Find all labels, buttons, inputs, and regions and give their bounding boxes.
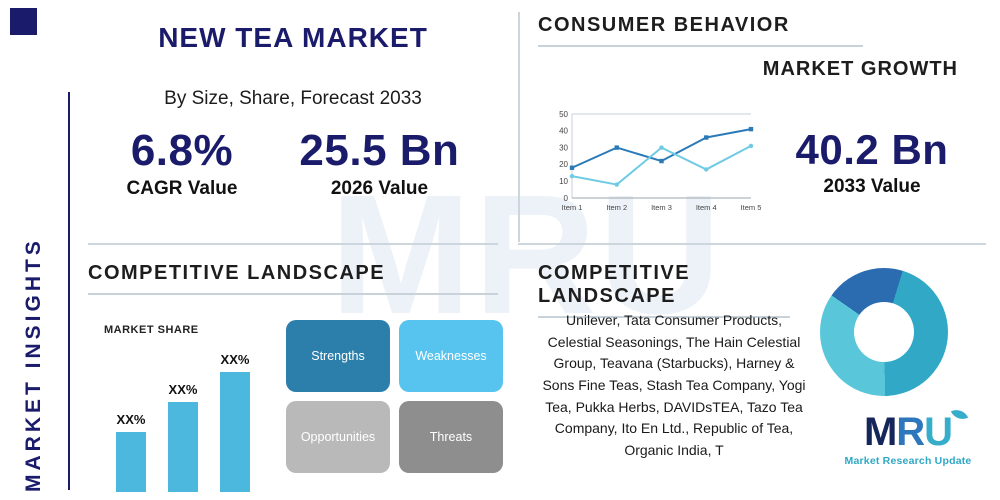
competitive-landscape-swot-section: COMPETITIVE LANDSCAPE MARKET SHARE XX% XX… <box>88 262 503 492</box>
logo-letter-u: U <box>924 410 953 454</box>
x-tick-label: Item 5 <box>741 203 761 212</box>
top-vertical-divider <box>518 12 520 242</box>
bar <box>116 432 146 492</box>
data-point <box>659 158 664 164</box>
companies-list: Unilever, Tata Consumer Products, Celest… <box>542 312 806 459</box>
y-tick-label: 0 <box>564 194 569 203</box>
value-2033-stat: 40.2 Bn 2033 Value <box>788 126 956 198</box>
bar-group: XX% <box>220 352 250 492</box>
y-tick-label: 10 <box>559 177 568 186</box>
competitive-landscape-left-heading: COMPETITIVE LANDSCAPE <box>88 262 498 295</box>
data-point <box>569 173 575 179</box>
competitive-landscape-right-heading: COMPETITIVE LANDSCAPE <box>538 262 790 318</box>
mru-logo: MRU Market Research Update <box>838 405 978 467</box>
left-horizontal-divider <box>88 243 498 245</box>
corner-square <box>10 8 37 35</box>
bar-value-label: XX% <box>220 352 250 367</box>
bar <box>220 372 250 492</box>
y-tick-label: 50 <box>559 110 568 119</box>
mru-logo-letters: MRU <box>863 405 969 454</box>
vertical-title: MARKET INSIGHTS <box>22 237 45 492</box>
y-tick-label: 20 <box>559 160 568 169</box>
data-point <box>659 145 664 150</box>
x-tick-label: Item 3 <box>651 203 672 212</box>
cagr-label: CAGR Value <box>126 178 238 199</box>
value-2026-stat: 25.5 Bn 2026 Value <box>299 126 459 200</box>
data-point <box>614 145 619 150</box>
right-horizontal-divider <box>518 243 986 245</box>
consumer-behavior-heading: CONSUMER BEHAVIOR <box>538 14 863 47</box>
y-tick-label: 30 <box>559 143 568 152</box>
x-tick-label: Item 2 <box>606 203 627 212</box>
consumer-behavior-section: CONSUMER BEHAVIOR MARKET GROWTH 0 10 20 30 4… <box>538 14 958 239</box>
bar-group: XX% <box>116 412 146 492</box>
logo-letter-r: R <box>896 410 925 454</box>
subtitle: By Size, Share, Forecast 2033 <box>164 88 422 109</box>
bar-value-label: XX% <box>168 382 198 397</box>
left-rail-divider <box>68 92 70 490</box>
series-line <box>571 144 752 186</box>
data-point <box>748 143 754 149</box>
swot-weaknesses: Weaknesses <box>399 320 503 392</box>
market-share-label: MARKET SHARE <box>104 324 199 336</box>
data-point <box>704 135 709 140</box>
donut-hole <box>854 302 914 362</box>
value-2026-label: 2026 Value <box>330 178 429 199</box>
page-title: NEW TEA MARKET <box>158 22 428 53</box>
bar <box>168 402 198 492</box>
cagr-value: 6.8% <box>130 126 234 175</box>
data-point <box>569 165 575 170</box>
x-tick-label: Item 1 <box>562 203 583 212</box>
leaf-icon <box>950 405 969 424</box>
swot-strengths: Strengths <box>286 320 390 392</box>
data-point <box>748 126 754 132</box>
swot-threats: Threats <box>399 401 503 473</box>
competitive-landscape-companies-section: COMPETITIVE LANDSCAPE Unilever, Tata Con… <box>538 262 988 490</box>
value-2026: 25.5 Bn <box>299 126 460 175</box>
swot-grid: Strengths Weaknesses Opportunities Threa… <box>286 320 503 473</box>
donut-chart <box>820 268 948 396</box>
key-stats: 6.8% CAGR Value 25.5 Bn 2026 Value <box>88 126 498 200</box>
bar-chart: XX% XX% XX% <box>98 342 268 492</box>
value-2033: 40.2 Bn <box>795 126 949 173</box>
market-overview-section: NEW TEA MARKET By Size, Share, Forecast … <box>88 14 498 200</box>
market-growth-heading: MARKET GROWTH <box>762 58 958 80</box>
x-tick-label: Item 4 <box>696 203 717 212</box>
data-point <box>614 182 619 187</box>
y-tick-label: 40 <box>559 127 568 136</box>
logo-letter-m: M <box>863 410 897 454</box>
logo-tagline: Market Research Update <box>844 455 972 467</box>
swot-opportunities: Opportunities <box>286 401 390 473</box>
bar-group: XX% <box>168 382 198 492</box>
data-point <box>704 167 709 172</box>
value-2033-label: 2033 Value <box>823 176 921 197</box>
cagr-stat: 6.8% CAGR Value <box>127 126 238 200</box>
bar-value-label: XX% <box>116 412 146 427</box>
line-chart: 0 10 20 30 40 50 Item 1 Item 2 Item 3 Item 4 Item … <box>559 110 761 212</box>
